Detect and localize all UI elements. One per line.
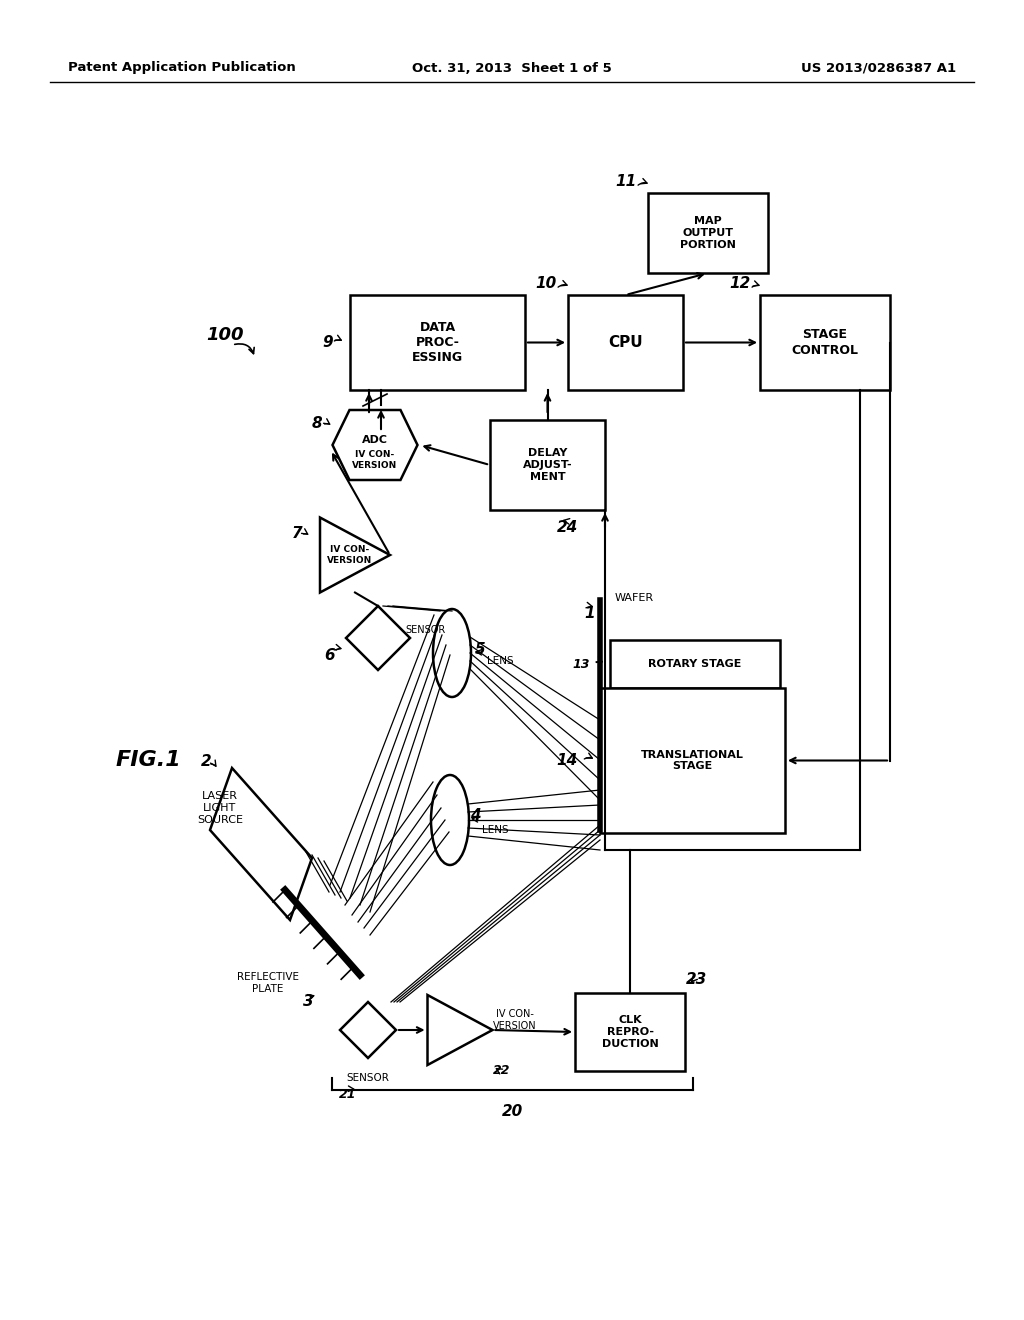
Text: STAGE
CONTROL: STAGE CONTROL <box>792 329 858 356</box>
Text: TRANSLATIONAL
STAGE: TRANSLATIONAL STAGE <box>641 750 744 771</box>
Bar <box>648 193 768 273</box>
Text: 2: 2 <box>201 755 211 770</box>
Ellipse shape <box>433 609 471 697</box>
Text: 21: 21 <box>339 1089 356 1101</box>
Bar <box>490 420 605 510</box>
Text: 3: 3 <box>303 994 313 1010</box>
Text: LENS: LENS <box>481 825 508 836</box>
Text: 100: 100 <box>206 326 244 345</box>
Bar <box>350 294 525 389</box>
Text: 7: 7 <box>292 525 302 540</box>
Text: 8: 8 <box>311 416 323 430</box>
Bar <box>600 688 785 833</box>
Text: IV CON-
VERSION: IV CON- VERSION <box>352 450 397 470</box>
Text: Patent Application Publication: Patent Application Publication <box>68 62 296 74</box>
Text: DATA
PROC-
ESSING: DATA PROC- ESSING <box>412 321 463 364</box>
Text: LASER
LIGHT
SOURCE: LASER LIGHT SOURCE <box>197 792 243 825</box>
Bar <box>610 640 780 688</box>
Text: 5: 5 <box>475 642 485 656</box>
Text: WAFER: WAFER <box>615 593 654 603</box>
Text: IV CON-
VERSION: IV CON- VERSION <box>328 545 373 565</box>
Text: 10: 10 <box>536 276 557 290</box>
Text: ADC: ADC <box>362 436 388 445</box>
Text: 11: 11 <box>615 173 637 189</box>
Text: 24: 24 <box>557 520 579 536</box>
Polygon shape <box>346 606 410 671</box>
Text: SENSOR: SENSOR <box>406 624 446 635</box>
Text: 20: 20 <box>502 1105 523 1119</box>
Text: DELAY
ADJUST-
MENT: DELAY ADJUST- MENT <box>522 449 572 482</box>
Text: MAP
OUTPUT
PORTION: MAP OUTPUT PORTION <box>680 216 736 249</box>
Text: FIG.1: FIG.1 <box>115 750 181 770</box>
Polygon shape <box>427 995 493 1065</box>
Polygon shape <box>210 768 312 920</box>
Text: Oct. 31, 2013  Sheet 1 of 5: Oct. 31, 2013 Sheet 1 of 5 <box>412 62 612 74</box>
Text: 23: 23 <box>686 972 708 986</box>
Polygon shape <box>319 517 390 593</box>
Text: IV CON-
VERSION: IV CON- VERSION <box>494 1010 537 1031</box>
Text: 9: 9 <box>323 335 334 350</box>
Bar <box>760 294 890 389</box>
Text: 22: 22 <box>494 1064 511 1077</box>
Polygon shape <box>333 411 418 480</box>
Text: 6: 6 <box>325 648 335 664</box>
Text: 14: 14 <box>557 752 578 768</box>
Ellipse shape <box>431 775 469 865</box>
Text: 4: 4 <box>470 808 480 824</box>
Text: US 2013/0286387 A1: US 2013/0286387 A1 <box>801 62 956 74</box>
Text: 1: 1 <box>585 606 595 622</box>
Text: REFLECTIVE
PLATE: REFLECTIVE PLATE <box>237 973 299 994</box>
Text: 12: 12 <box>729 276 751 290</box>
Text: LENS: LENS <box>486 656 513 667</box>
Text: CLK
REPRO-
DUCTION: CLK REPRO- DUCTION <box>602 1015 658 1048</box>
Bar <box>575 993 685 1071</box>
Text: ROTARY STAGE: ROTARY STAGE <box>648 659 741 669</box>
Text: SENSOR: SENSOR <box>346 1073 389 1082</box>
Polygon shape <box>340 1002 396 1059</box>
Text: 13: 13 <box>572 657 590 671</box>
Bar <box>568 294 683 389</box>
Text: CPU: CPU <box>608 335 643 350</box>
